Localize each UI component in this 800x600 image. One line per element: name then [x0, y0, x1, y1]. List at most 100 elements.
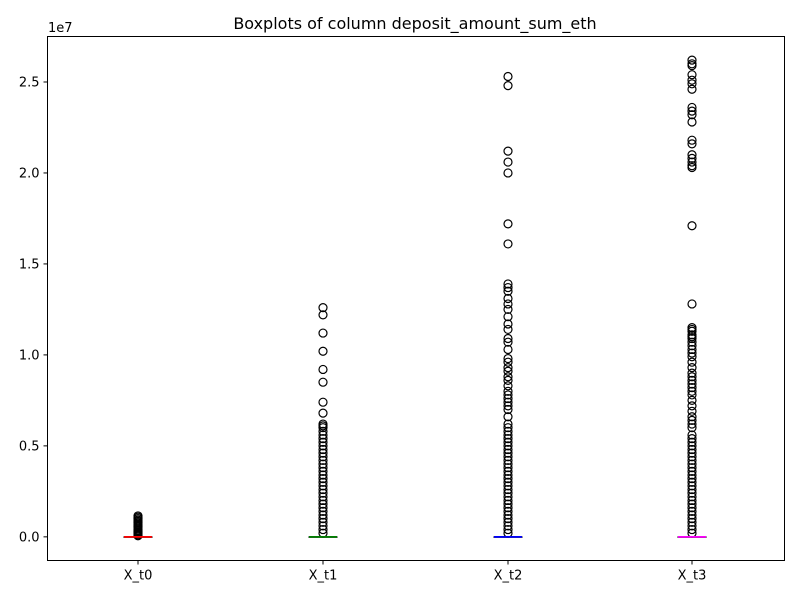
outlier-point: [687, 510, 697, 520]
outlier-point: [687, 150, 697, 160]
outlier-point: [687, 517, 697, 527]
outlier-point: [503, 488, 513, 498]
outlier-point: [687, 70, 697, 80]
outlier-point: [318, 517, 328, 527]
outlier-point: [503, 168, 513, 178]
outlier-point: [318, 455, 328, 466]
y-tick-label: 0.0: [19, 530, 40, 545]
x-tick-label: X_t0: [124, 569, 153, 584]
outlier-point: [503, 524, 513, 535]
outlier-point: [503, 510, 513, 520]
outlier-point: [687, 499, 697, 509]
outlier-point: [687, 299, 697, 309]
outlier-point: [503, 157, 513, 167]
outlier-point: [318, 444, 328, 455]
outlier-point: [687, 61, 697, 71]
outlier-point: [503, 412, 513, 422]
chart-title: Boxplots of column deposit_amount_sum_et…: [233, 14, 596, 34]
outlier-point: [687, 430, 697, 440]
outlier-point: [318, 488, 328, 498]
outlier-point: [318, 430, 328, 440]
outlier-point: [687, 326, 697, 336]
outlier-point: [687, 344, 697, 355]
outlier-point: [503, 499, 513, 509]
outlier-point: [503, 514, 513, 524]
outlier-point: [503, 492, 513, 502]
outlier-point: [503, 437, 513, 447]
outlier-point: [503, 459, 513, 469]
outlier-point: [318, 466, 328, 476]
outlier-point: [503, 146, 513, 156]
outlier-point: [687, 390, 697, 400]
outlier-point: [687, 412, 697, 422]
outlier-point: [503, 430, 513, 440]
y-tick-label: 1.5: [19, 257, 40, 272]
x-tick-label: X_t1: [309, 569, 338, 584]
outlier-point: [687, 401, 697, 411]
outlier-point: [687, 492, 697, 502]
outlier-point: [318, 433, 328, 444]
outlier-point: [687, 415, 697, 426]
y-tick-label: 1.0: [19, 348, 40, 363]
boxplot-X_t1: [308, 302, 338, 538]
outlier-point: [503, 375, 513, 385]
outlier-point: [687, 524, 697, 535]
outlier-point: [687, 348, 697, 358]
outlier-point: [503, 506, 513, 516]
outlier-point: [503, 503, 513, 513]
outlier-point: [133, 531, 143, 541]
outlier-point: [687, 448, 697, 458]
outlier-point: [503, 239, 513, 249]
outlier-point: [318, 346, 328, 356]
outlier-point: [503, 441, 513, 451]
outlier-point: [687, 135, 697, 145]
outlier-point: [318, 474, 328, 484]
outlier-point: [687, 75, 697, 85]
outlier-point: [503, 517, 513, 527]
outlier-point: [318, 408, 328, 418]
y-axis: 0.0 0.5 1.0 1.5 2.0 2.5: [19, 75, 48, 545]
outlier-point: [687, 481, 697, 491]
outlier-point: [318, 377, 328, 387]
outlier-point: [318, 423, 328, 433]
outlier-point: [503, 312, 513, 322]
outlier-point: [687, 419, 697, 429]
outlier-point: [503, 521, 513, 531]
outlier-point: [318, 463, 328, 473]
outlier-point: [503, 433, 513, 444]
outlier-point: [503, 474, 513, 484]
outlier-point: [687, 157, 697, 167]
outlier-point: [687, 406, 697, 416]
outlier-point: [503, 477, 513, 487]
outlier-point: [503, 452, 513, 462]
outlier-point: [503, 381, 513, 391]
outlier-point: [318, 459, 328, 469]
outlier-point: [687, 444, 697, 455]
outlier-point: [503, 455, 513, 466]
outlier-point: [687, 117, 697, 127]
outlier-point: [318, 481, 328, 491]
outlier-point: [687, 375, 697, 385]
outlier-point: [687, 495, 697, 506]
outlier-point: [503, 304, 513, 315]
outlier-point: [687, 474, 697, 484]
outlier-point: [318, 477, 328, 487]
outlier-point: [687, 79, 697, 89]
outlier-point: [687, 488, 697, 498]
outlier-point: [318, 448, 328, 458]
outlier-point: [687, 395, 697, 405]
outlier-point: [318, 495, 328, 506]
boxplot-X_t3: [677, 55, 707, 538]
outlier-point: [687, 84, 697, 94]
outlier-point: [687, 470, 697, 480]
outlier-point: [503, 463, 513, 473]
outlier-point: [687, 341, 697, 351]
outlier-point: [687, 221, 697, 231]
outlier-point: [503, 319, 513, 329]
outlier-point: [687, 484, 697, 495]
outlier-point: [687, 477, 697, 487]
outlier-point: [318, 364, 328, 375]
outlier-point: [318, 499, 328, 509]
outlier-point: [318, 503, 328, 513]
outlier-point: [503, 484, 513, 495]
